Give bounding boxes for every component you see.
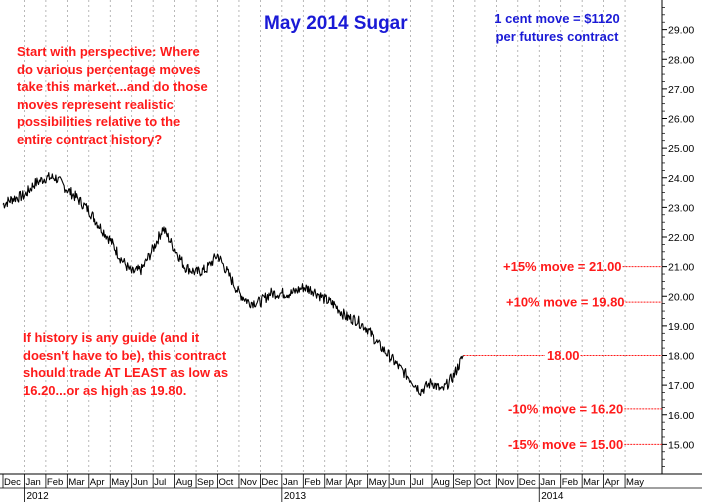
- x-tick-label-month: Apr: [605, 477, 620, 488]
- x-tick-label-month: Dec: [519, 477, 536, 488]
- x-tick-label-month: Mar: [68, 477, 84, 488]
- y-tick-label: 21.00: [668, 262, 694, 274]
- price-series-line: [2, 172, 464, 397]
- y-tick-label: 19.00: [668, 321, 694, 333]
- x-tick-label-month: Jan: [540, 477, 555, 488]
- y-tick-label: 26.00: [668, 114, 694, 126]
- x-tick-label-year: 2014: [541, 491, 564, 502]
- y-tick-label: 24.00: [668, 173, 694, 185]
- y-tick-label: 20.00: [668, 291, 694, 303]
- x-tick-label-month: Apr: [90, 477, 105, 488]
- x-tick-label-month: Mar: [583, 477, 599, 488]
- x-tick-label-month: Sep: [454, 477, 471, 488]
- x-tick-label-month: Jun: [133, 477, 148, 488]
- x-tick-label-month: May: [369, 477, 387, 488]
- y-tick-label: 29.00: [668, 25, 694, 37]
- x-tick-label-month: Aug: [176, 477, 193, 488]
- x-tick-label-month: Jun: [390, 477, 405, 488]
- x-tick-label-month: Feb: [47, 477, 63, 488]
- y-tick-label: 25.00: [668, 143, 694, 155]
- x-tick-label-month: Feb: [562, 477, 578, 488]
- x-tick-label-month: Feb: [304, 477, 320, 488]
- price-level-label: -15% move = 15.00: [508, 437, 623, 452]
- x-tick-label-month: Oct: [476, 477, 491, 488]
- perspective-note: Start with perspective: Where do various…: [17, 44, 208, 147]
- y-tick-label: 16.00: [668, 410, 694, 422]
- price-level-label: +10% move = 19.80: [506, 295, 625, 310]
- x-tick-label-month: Jul: [412, 477, 424, 488]
- x-tick-label-month: Jul: [154, 477, 166, 488]
- x-tick-label-month: May: [626, 477, 644, 488]
- contract-value-note: 1 cent move = $1120 per futures contract: [494, 11, 620, 44]
- x-tick-label-year: 2012: [26, 491, 49, 502]
- x-tick-label-month: Jan: [25, 477, 40, 488]
- price-level-label: 18.00: [547, 348, 580, 363]
- x-tick-label-month: Nov: [497, 477, 514, 488]
- x-tick-label-month: Jan: [283, 477, 298, 488]
- x-tick-label-month: May: [111, 477, 129, 488]
- price-level-label: +15% move = 21.00: [503, 259, 622, 274]
- x-tick-label-month: Aug: [433, 477, 450, 488]
- x-tick-label-month: Mar: [326, 477, 342, 488]
- x-tick-label-month: Sep: [197, 477, 214, 488]
- x-tick-label-month: Apr: [347, 477, 362, 488]
- y-tick-label: 27.00: [668, 84, 694, 96]
- y-tick-label: 17.00: [668, 380, 694, 392]
- chart-title: May 2014 Sugar: [264, 13, 408, 34]
- x-tick-label-month: Oct: [219, 477, 234, 488]
- history-guide-note: If history is any guide (and it doesn't …: [23, 330, 229, 398]
- x-tick-label-year: 2013: [284, 491, 307, 502]
- y-tick-label: 15.00: [668, 439, 694, 451]
- x-tick-label-month: Dec: [261, 477, 278, 488]
- y-tick-label: 23.00: [668, 202, 694, 214]
- price-level-label: -10% move = 16.20: [508, 401, 623, 416]
- x-tick-label-month: Nov: [240, 477, 257, 488]
- y-tick-label: 18.00: [668, 351, 694, 363]
- y-tick-label: 28.00: [668, 54, 694, 66]
- y-tick-label: 22.00: [668, 232, 694, 244]
- x-tick-label-month: Dec: [4, 477, 21, 488]
